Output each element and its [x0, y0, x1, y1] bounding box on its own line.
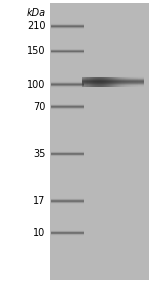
Bar — [85, 77, 86, 87]
Bar — [128, 77, 129, 87]
Bar — [115, 77, 116, 87]
Bar — [109, 77, 110, 87]
Bar — [96, 77, 97, 87]
Text: 17: 17 — [33, 196, 46, 206]
Bar — [124, 77, 126, 87]
Bar — [91, 77, 92, 87]
Bar — [100, 77, 101, 87]
Bar — [130, 77, 131, 87]
Bar — [101, 77, 102, 87]
Bar — [122, 77, 123, 87]
Text: 100: 100 — [27, 80, 46, 90]
Bar — [104, 77, 105, 87]
Bar — [114, 77, 115, 87]
Text: 150: 150 — [27, 46, 46, 56]
Bar — [90, 77, 91, 87]
Bar — [86, 77, 87, 87]
Bar — [98, 77, 99, 87]
Bar — [117, 77, 118, 87]
Bar — [127, 77, 128, 87]
Bar — [136, 77, 137, 87]
Bar — [116, 77, 117, 87]
Bar — [106, 77, 107, 87]
Bar — [107, 77, 108, 87]
Bar — [137, 77, 138, 87]
Bar — [103, 77, 104, 87]
Bar — [126, 77, 127, 87]
Text: 70: 70 — [33, 102, 46, 112]
Bar — [110, 77, 111, 87]
Bar — [111, 77, 112, 87]
Bar — [131, 77, 132, 87]
Bar — [112, 77, 113, 87]
Bar — [50, 3, 148, 280]
Bar — [135, 77, 136, 87]
Bar — [93, 77, 94, 87]
Text: kDa: kDa — [27, 8, 46, 18]
Bar — [84, 77, 85, 87]
Bar — [132, 77, 133, 87]
Bar — [87, 77, 88, 87]
Bar — [99, 77, 100, 87]
Bar — [83, 77, 84, 87]
Bar — [133, 77, 134, 87]
Bar — [102, 77, 103, 87]
Bar — [94, 77, 95, 87]
Text: 35: 35 — [33, 149, 46, 159]
Bar — [82, 77, 83, 87]
Bar — [105, 77, 106, 87]
Bar — [120, 77, 122, 87]
Bar — [134, 77, 135, 87]
Text: 210: 210 — [27, 22, 46, 31]
Bar — [123, 77, 124, 87]
Text: 10: 10 — [33, 228, 46, 238]
Bar — [88, 77, 90, 87]
Bar — [92, 77, 93, 87]
Bar — [129, 77, 130, 87]
Bar — [113, 77, 114, 87]
Bar — [95, 77, 96, 87]
Bar — [97, 77, 98, 87]
Bar — [108, 77, 109, 87]
Bar — [118, 77, 119, 87]
Bar — [119, 77, 120, 87]
